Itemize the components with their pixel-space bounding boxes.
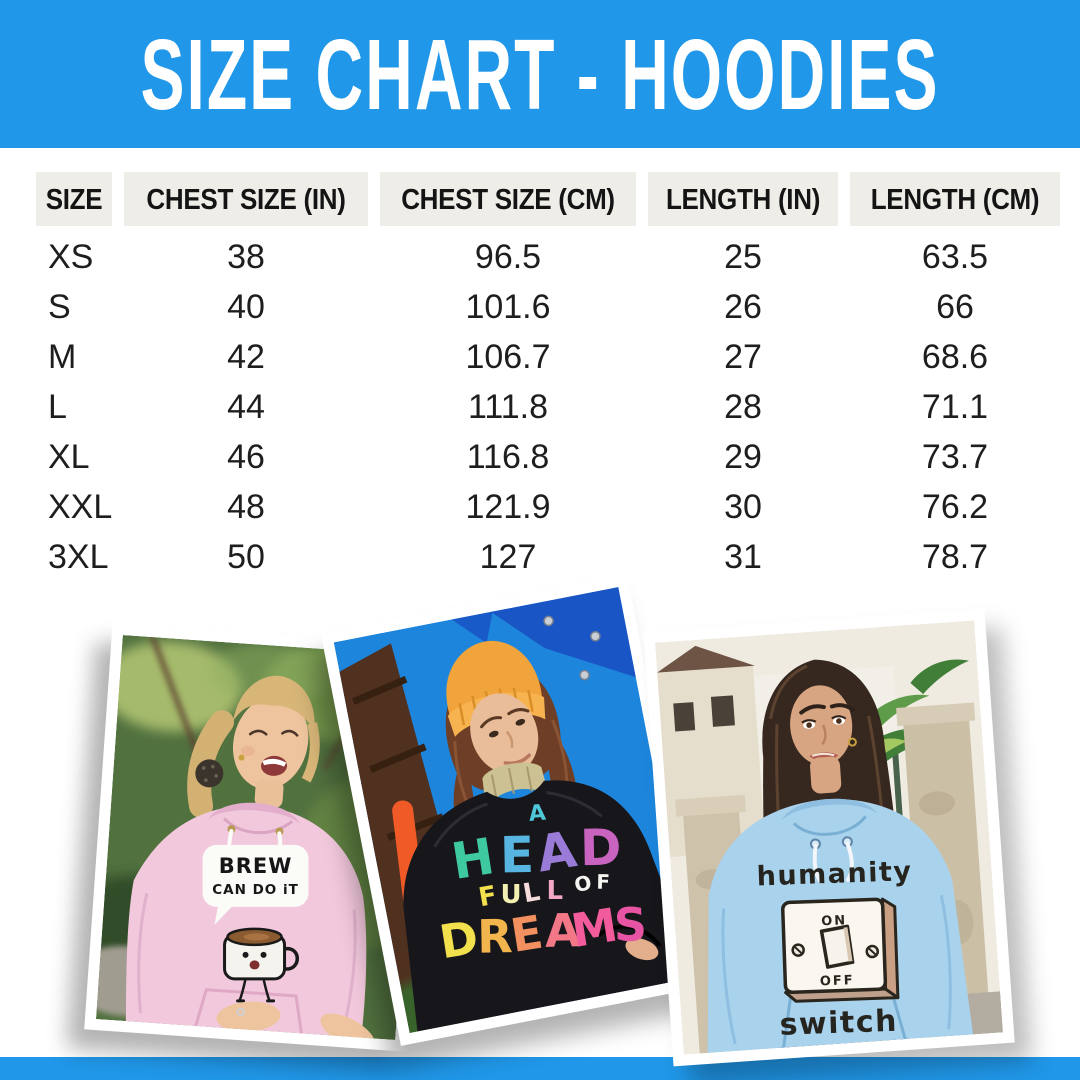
table-cell: 40: [227, 287, 265, 326]
table-cell: 42: [227, 337, 265, 376]
column-header-chest-cm: CHEST SIZE (CM): [380, 172, 636, 226]
bubble-text-line1: BREW: [219, 854, 293, 878]
design-letter: A: [533, 820, 581, 883]
table-row: 3XL 50 127 31 78.7: [36, 532, 1060, 582]
table-cell: 66: [936, 287, 974, 326]
humanity-switch-design: humanity ON OFF switch: [756, 856, 913, 1043]
design-letter: L: [521, 877, 543, 909]
table-cell: 31: [724, 537, 762, 576]
design-letter: O: [572, 870, 593, 897]
coffee-mug-illustration: [223, 927, 300, 1003]
table-cell: 121.9: [465, 487, 551, 526]
table-cell: 111.8: [467, 387, 549, 426]
table-cell: 25: [724, 237, 762, 276]
design-letter: R: [477, 909, 513, 964]
table-cell: 63.5: [921, 237, 989, 276]
table-row: S 40 101.6 26 66: [36, 282, 1060, 332]
table-row: XL 46 116.8 29 73.7: [36, 432, 1060, 482]
table-row: M 42 106.7 27 68.6: [36, 332, 1060, 382]
table-cell: 78.7: [921, 537, 989, 576]
table-cell: 46: [227, 437, 265, 476]
column-header-length-in: LENGTH (IN): [648, 172, 838, 226]
design-letter: A: [528, 801, 547, 827]
table-cell: 116.8: [466, 437, 550, 476]
table-cell: S: [48, 287, 71, 326]
table-cell: 50: [227, 537, 265, 576]
size-table-body: XS 38 96.5 25 63.5 S 40 101.6 26 66 M 42 106.7 27 68.6…: [36, 232, 1060, 582]
table-cell: XL: [48, 437, 90, 476]
design-letter: S: [613, 897, 647, 952]
table-cell: 27: [724, 337, 762, 376]
table-cell: M: [48, 337, 77, 376]
table-cell: 48: [227, 487, 265, 526]
switch-off-label: OFF: [820, 973, 855, 989]
design-letter: E: [499, 826, 534, 885]
header-band: SIZE CHART - HOODIES: [0, 0, 1080, 148]
table-cell: L: [48, 387, 67, 426]
table-cell: XS: [48, 237, 94, 276]
table-cell: 96.5: [474, 237, 542, 276]
design-letter: M: [568, 898, 622, 958]
design-text-humanity: humanity: [756, 856, 913, 892]
pink-model-face: [232, 675, 320, 790]
size-table: SIZE CHEST SIZE (IN) CHEST SIZE (CM) LEN…: [36, 172, 1060, 582]
table-cell: 68.6: [921, 337, 989, 376]
page-title: SIZE CHART - HOODIES: [140, 17, 940, 131]
table-cell: 76.2: [921, 487, 989, 526]
column-header-size: SIZE: [36, 172, 112, 226]
table-row: XXL 48 121.9 30 76.2: [36, 482, 1060, 532]
size-table-header-row: SIZE CHEST SIZE (IN) CHEST SIZE (CM) LEN…: [36, 172, 1060, 226]
brew-design: BREW CAN DO iT: [202, 844, 309, 1003]
design-letter: D: [579, 819, 622, 878]
table-cell: 3XL: [48, 537, 109, 576]
light-switch-illustration: ON OFF: [780, 897, 900, 1003]
design-text-switch: switch: [779, 1004, 898, 1043]
design-letter: A: [544, 903, 581, 958]
table-cell: 28: [724, 387, 762, 426]
black-model-face: [470, 693, 539, 774]
switch-on-label: ON: [821, 913, 847, 929]
table-cell: 44: [227, 387, 265, 426]
design-letter: F: [476, 881, 499, 914]
column-header-chest-in: CHEST SIZE (IN): [124, 172, 368, 226]
table-cell: 106.7: [465, 337, 551, 376]
table-cell: 101.6: [465, 287, 551, 326]
column-header-length-cm: LENGTH (CM): [850, 172, 1060, 226]
design-letter: F: [596, 870, 610, 894]
design-letter: L: [547, 876, 564, 906]
table-cell: 38: [227, 237, 265, 276]
table-cell: 29: [724, 437, 762, 476]
design-letter: H: [448, 827, 498, 891]
footer-band: [0, 1057, 1080, 1080]
table-row: L 44 111.8 28 71.1: [36, 382, 1060, 432]
table-cell: XXL: [48, 487, 113, 526]
table-row: XS 38 96.5 25 63.5: [36, 232, 1060, 282]
table-cell: 26: [724, 287, 762, 326]
blue-hoodie-scene: humanity ON OFF switch: [654, 620, 1004, 1055]
table-cell: 71.1: [921, 387, 989, 426]
photo-blue-hoodie: humanity ON OFF switch: [643, 608, 1015, 1067]
table-cell: 127: [479, 537, 537, 576]
table-cell: 73.7: [921, 437, 989, 476]
bubble-text-line2: CAN DO iT: [212, 882, 299, 898]
design-letter: D: [436, 910, 482, 969]
table-cell: 30: [724, 487, 762, 526]
design-letter: U: [500, 880, 521, 910]
